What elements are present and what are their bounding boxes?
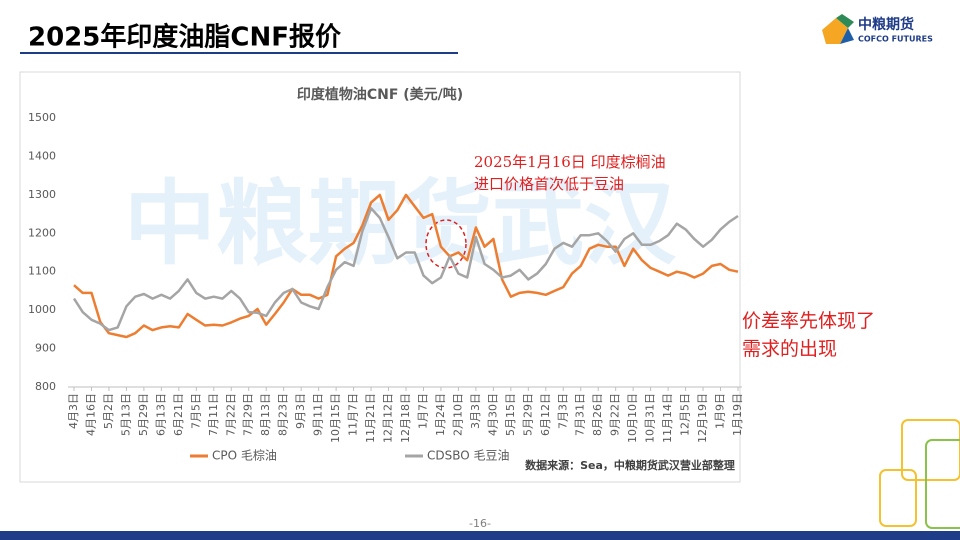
x-tick-label: 7月22日 xyxy=(224,393,237,436)
x-tick-label: 9月3日 xyxy=(294,393,307,429)
x-tick-label: 7月3日 xyxy=(556,393,569,429)
x-tick-label: 5月29日 xyxy=(137,393,150,436)
logo: 中粮期货 COFCO FUTURES xyxy=(822,14,933,44)
decoration xyxy=(925,439,960,529)
y-tick-label: 1400 xyxy=(28,149,56,162)
x-tick-label: 6月12日 xyxy=(539,393,552,436)
series-line xyxy=(72,207,739,332)
y-tick-label: 1300 xyxy=(28,188,56,201)
x-tick-label: 6月21日 xyxy=(172,393,185,436)
chart-frame xyxy=(19,71,741,483)
highlight-ellipse xyxy=(425,219,467,269)
y-tick-label: 1200 xyxy=(28,226,56,239)
logo-name-en: COFCO FUTURES xyxy=(858,35,933,44)
x-tick-label: 12月19日 xyxy=(696,393,709,443)
x-tick-label: 8月23日 xyxy=(277,393,290,436)
logo-icon xyxy=(840,28,854,44)
page-number: -16- xyxy=(469,517,491,530)
series-line xyxy=(73,193,739,339)
decoration xyxy=(901,419,960,481)
logo-icon xyxy=(836,14,854,28)
x-tick-label: 11月14日 xyxy=(661,393,674,443)
logo-name: 中粮期货 xyxy=(858,16,914,33)
x-tick-label: 5月13日 xyxy=(119,393,132,436)
y-tick-label: 800 xyxy=(35,380,56,393)
side-note: 价差率先体现了 xyxy=(742,310,875,332)
x-tick-label: 6月13日 xyxy=(154,393,167,436)
x-tick-label: 4月30日 xyxy=(486,393,499,436)
x-tick-label: 10月31日 xyxy=(644,393,657,443)
x-tick-label: 5月15日 xyxy=(504,393,517,436)
annotation: 进口价格首次低于豆油 xyxy=(474,175,624,193)
y-tick-label: 1100 xyxy=(28,265,56,278)
x-tick-label: 1月24日 xyxy=(434,393,447,436)
logo-icon xyxy=(822,18,848,44)
source-note: 数据来源：Sea，中粮期货武汉营业部整理 xyxy=(525,458,735,472)
x-tick-label: 5月29日 xyxy=(521,393,534,436)
legend-label: CDSBO 毛豆油 xyxy=(427,449,510,463)
x-tick-label: 12月5日 xyxy=(679,393,692,436)
y-tick-label: 900 xyxy=(35,342,56,355)
y-tick-label: 1000 xyxy=(28,303,56,316)
y-tick-label: 1500 xyxy=(28,111,56,124)
x-tick-label: 12月12日 xyxy=(382,393,395,443)
x-tick-label: 1月9日 xyxy=(714,393,727,429)
footer-bar xyxy=(0,531,960,540)
x-tick-label: 9月11日 xyxy=(312,393,325,436)
decoration xyxy=(879,469,917,527)
x-tick-label: 12月18日 xyxy=(399,393,412,443)
x-tick-label: 10月15日 xyxy=(329,393,342,443)
x-tick-label: 11月7日 xyxy=(347,393,360,436)
x-tick-label: 9月22日 xyxy=(609,393,622,436)
x-tick-label: 5月2日 xyxy=(102,393,115,429)
legend-label: CPO 毛棕油 xyxy=(212,448,277,463)
annotation: 2025年1月16日 印度棕榈油 xyxy=(474,153,666,171)
chart-title: 印度植物油CNF (美元/吨) xyxy=(297,86,463,103)
x-tick-label: 7月31日 xyxy=(574,393,587,436)
x-tick-label: 2月10日 xyxy=(451,393,464,436)
x-tick-label: 8月26日 xyxy=(591,393,604,436)
x-tick-label: 11月21日 xyxy=(364,393,377,443)
x-tick-label: 7月11日 xyxy=(207,393,220,436)
slide-title: 2025年印度油脂CNF报价 xyxy=(28,22,342,53)
x-tick-label: 1月19日 xyxy=(731,393,744,436)
x-tick-label: 3月3日 xyxy=(469,393,482,429)
x-tick-label: 8月13日 xyxy=(259,393,272,436)
x-tick-label: 4月3日 xyxy=(67,393,80,429)
x-tick-label: 1月7日 xyxy=(416,393,429,429)
x-tick-label: 7月5日 xyxy=(189,393,202,429)
x-tick-label: 10月10日 xyxy=(626,393,639,443)
side-note: 需求的出现 xyxy=(742,338,837,360)
x-tick-label: 4月16日 xyxy=(84,393,97,436)
x-tick-label: 7月29日 xyxy=(242,393,255,436)
